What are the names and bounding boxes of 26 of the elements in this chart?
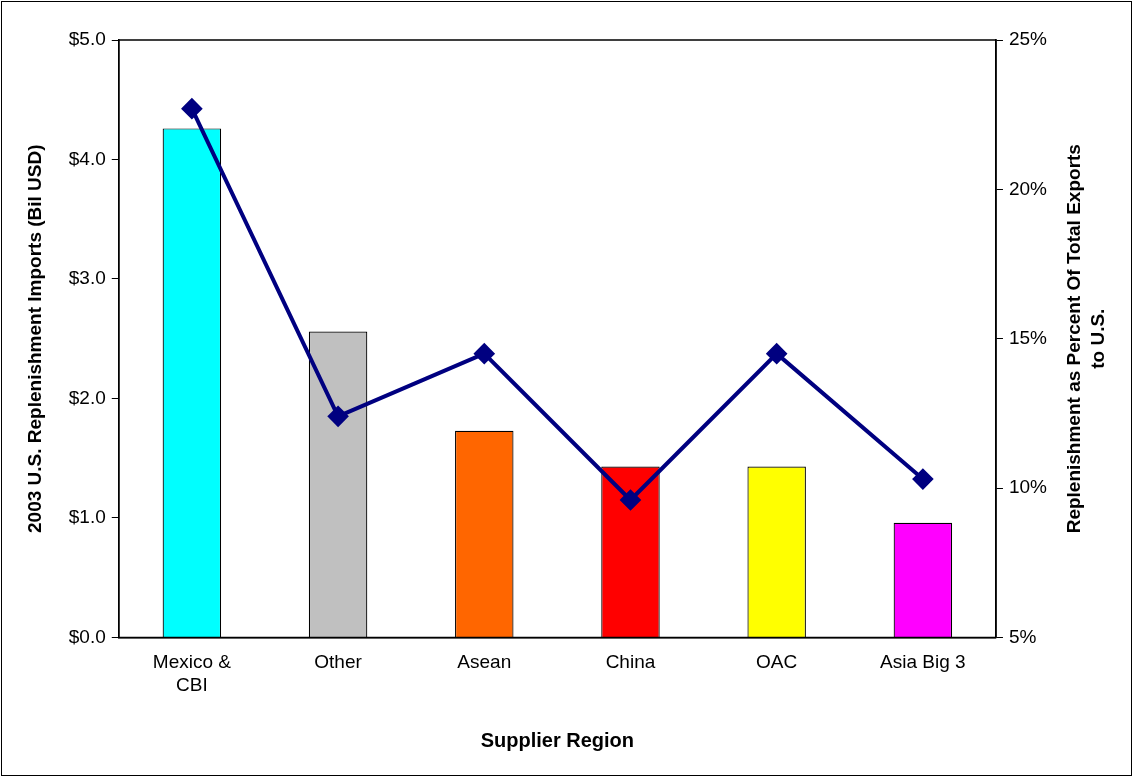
- y-tick-label: $0.0: [68, 625, 106, 647]
- x-axis-title: Supplier Region: [480, 728, 635, 751]
- point: [474, 343, 495, 364]
- y2-tick-label: 10%: [1008, 476, 1048, 498]
- y2-tick-label: 5%: [1008, 625, 1037, 647]
- x-tick-label: Asean: [457, 651, 512, 673]
- y-axis-title: 2003 U.S. Replenishment Imports (Bil USD): [23, 144, 45, 533]
- x-tick-label: China: [605, 651, 656, 673]
- y-tick-label: $4.0: [68, 147, 106, 169]
- y-tick-label: $3.0: [68, 267, 106, 289]
- x-tick-label: Mexico & CBI: [152, 651, 232, 695]
- y2-tick-label: 25%: [1008, 28, 1048, 50]
- y-tick-label: $2.0: [68, 386, 106, 408]
- y2-tick-label: 20%: [1008, 177, 1048, 199]
- y2-tick-label: 15%: [1008, 326, 1048, 348]
- point: [181, 98, 202, 119]
- x-tick-label: OAC: [756, 651, 798, 673]
- point: [328, 406, 349, 427]
- y-tick-label: $1.0: [68, 506, 106, 528]
- point: [620, 490, 641, 510]
- point: [912, 469, 933, 490]
- y2-axis-title: Replenishment as Percent Of Total Exports to U.S.: [1063, 144, 1109, 534]
- y-tick-label: $5.0: [68, 28, 106, 50]
- x-tick-label: Other: [314, 651, 363, 673]
- point: [766, 343, 787, 364]
- x-tick-label: Asia Big 3: [880, 651, 966, 673]
